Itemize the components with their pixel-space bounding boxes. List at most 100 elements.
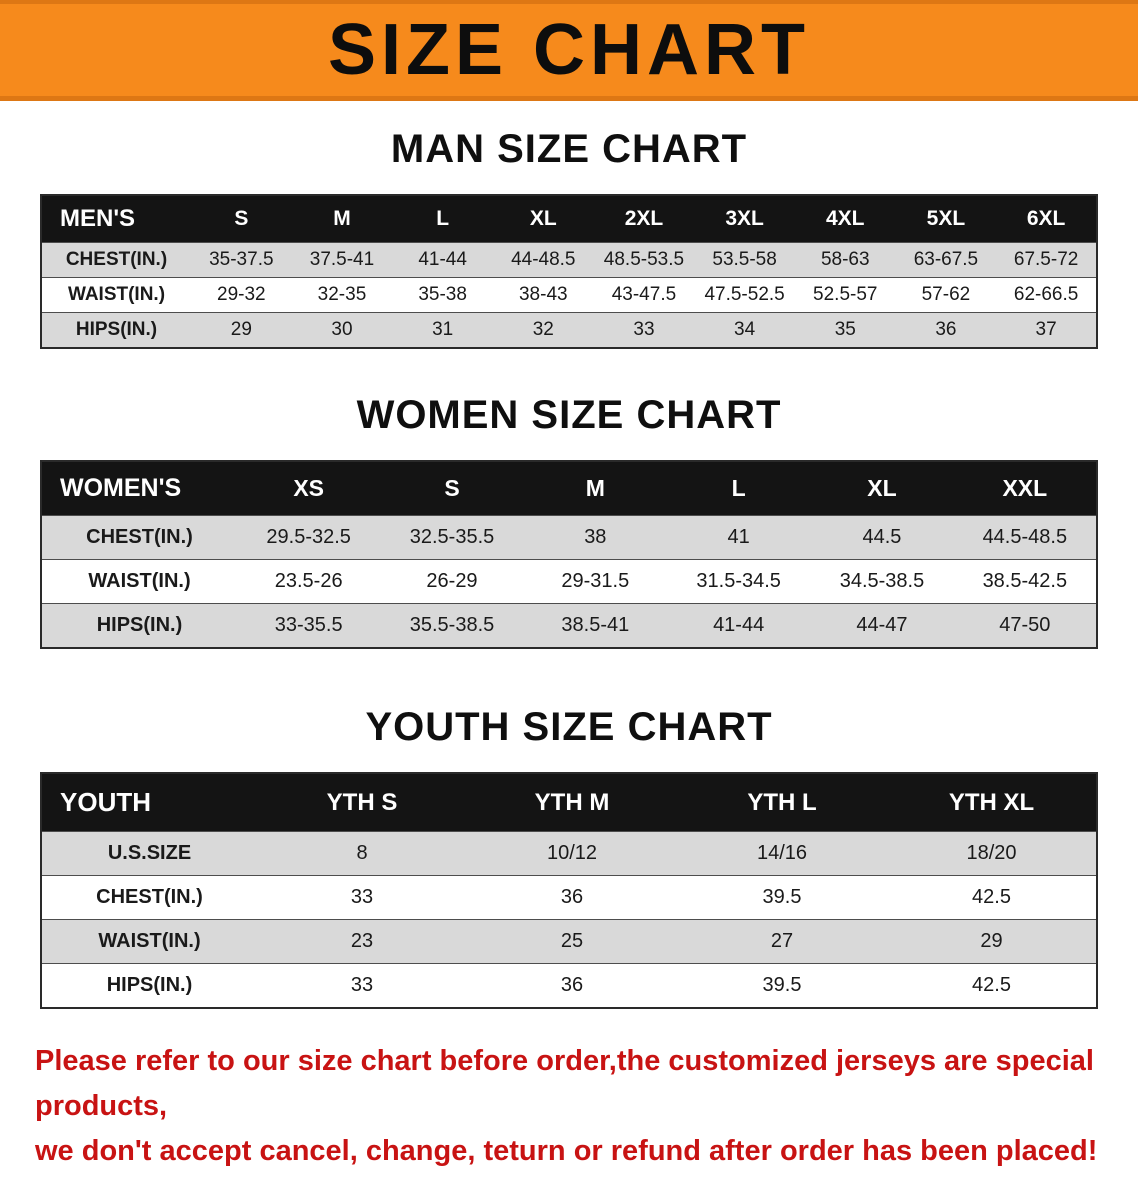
row-label: CHEST(IN.) [41, 515, 237, 560]
size-value: 41 [666, 515, 811, 560]
size-value: 41-44 [392, 242, 493, 278]
youth-section-heading: YOUTH SIZE CHART [365, 705, 773, 749]
women-size-column-header: XXL [953, 461, 1097, 516]
women-header-row: WOMEN'S XS S M L XL XXL [41, 461, 1097, 516]
youth-size-column-header: YTH M [467, 773, 677, 832]
men-size-column-header: 2XL [593, 195, 695, 243]
size-value: 43-47.5 [593, 277, 695, 313]
size-value: 58-63 [794, 242, 896, 278]
size-value: 52.5-57 [794, 277, 896, 313]
size-value: 32 [492, 312, 594, 348]
size-value: 32-35 [291, 277, 393, 313]
men-header-row: MEN'S S M L XL 2XL 3XL 4XL 5XL 6XL [41, 195, 1097, 243]
men-section-heading: MAN SIZE CHART [390, 127, 748, 171]
size-value: 27 [677, 919, 887, 964]
size-value: 35 [794, 312, 896, 348]
youth-size-column-header: YTH S [257, 773, 467, 832]
size-value: 29-32 [191, 277, 292, 313]
size-value: 8 [257, 831, 467, 876]
size-value: 67.5-72 [996, 242, 1097, 278]
size-value: 29 [887, 919, 1097, 964]
size-value: 62-66.5 [996, 277, 1097, 313]
men-size-column-header: 4XL [794, 195, 896, 243]
size-value: 39.5 [677, 963, 887, 1008]
row-label: CHEST(IN.) [41, 242, 191, 278]
size-value: 44.5 [810, 515, 954, 560]
size-value: 35-37.5 [191, 242, 292, 278]
size-value: 33 [593, 312, 695, 348]
size-value: 30 [291, 312, 393, 348]
size-value: 37.5-41 [291, 242, 393, 278]
order-notice-line-2: we don't accept cancel, change, teturn o… [35, 1134, 1098, 1167]
women-size-column-header: XS [237, 461, 381, 516]
size-value: 35.5-38.5 [380, 603, 524, 648]
women-size-column-header: M [523, 461, 667, 516]
size-value: 38 [523, 515, 667, 560]
men-size-table: MEN'S S M L XL 2XL 3XL 4XL 5XL 6XL CHEST(IN.) 35-37… [40, 194, 1098, 349]
table-row: WAIST(IN.) 29-32 32-35 35-38 38-43 43-47.5 47.… [41, 277, 1097, 313]
size-value: 48.5-53.5 [593, 242, 695, 278]
table-row: U.S.SIZE 8 10/12 14/16 18/20 [41, 831, 1097, 876]
men-size-column-header: M [291, 195, 393, 243]
table-row: HIPS(IN.) 29 30 31 32 33 34 35 36 37 [41, 312, 1097, 348]
page-title: SIZE CHART [328, 10, 810, 90]
size-value: 57-62 [895, 277, 997, 313]
youth-header-row: YOUTH YTH S YTH M YTH L YTH XL [41, 773, 1097, 832]
table-row: CHEST(IN.) 33 36 39.5 42.5 [41, 875, 1097, 920]
size-value: 63-67.5 [895, 242, 997, 278]
table-row: WAIST(IN.) 23.5-26 26-29 29-31.5 31.5-34.5 34… [41, 559, 1097, 604]
banner: SIZE CHART [0, 0, 1138, 101]
size-value: 47-50 [953, 603, 1097, 648]
size-value: 29-31.5 [523, 559, 667, 604]
size-value: 39.5 [677, 875, 887, 920]
size-value: 38-43 [492, 277, 594, 313]
size-value: 44-47 [810, 603, 954, 648]
size-value: 23 [257, 919, 467, 964]
men-section: MAN SIZE CHART MEN'S S M L XL 2XL 3XL 4XL 5XL 6XL… [0, 127, 1138, 349]
size-value: 38.5-42.5 [953, 559, 1097, 604]
size-value: 41-44 [666, 603, 811, 648]
size-value: 29.5-32.5 [237, 515, 381, 560]
row-label: HIPS(IN.) [41, 603, 237, 648]
size-value: 38.5-41 [523, 603, 667, 648]
table-row: WAIST(IN.) 23 25 27 29 [41, 919, 1097, 964]
size-value: 33 [257, 875, 467, 920]
size-value: 10/12 [467, 831, 677, 876]
row-label: HIPS(IN.) [41, 312, 191, 348]
row-label: WAIST(IN.) [41, 919, 257, 964]
men-size-column-header: XL [492, 195, 594, 243]
size-value: 34 [694, 312, 795, 348]
size-value: 44.5-48.5 [953, 515, 1097, 560]
women-section-heading: WOMEN SIZE CHART [356, 393, 782, 437]
size-value: 47.5-52.5 [694, 277, 795, 313]
size-value: 34.5-38.5 [810, 559, 954, 604]
size-value: 35-38 [392, 277, 493, 313]
men-size-column-header: 3XL [694, 195, 795, 243]
size-value: 44-48.5 [492, 242, 594, 278]
size-value: 53.5-58 [694, 242, 795, 278]
men-size-column-header: 6XL [996, 195, 1097, 243]
order-notice: Please refer to our size chart before or… [35, 1039, 1103, 1188]
row-label: CHEST(IN.) [41, 875, 257, 920]
youth-table-title: YOUTH [41, 773, 257, 832]
size-value: 42.5 [887, 875, 1097, 920]
size-value: 23.5-26 [237, 559, 381, 604]
table-row: CHEST(IN.) 35-37.5 37.5-41 41-44 44-48.5 48.5… [41, 242, 1097, 278]
men-size-column-header: L [392, 195, 493, 243]
youth-size-column-header: YTH XL [887, 773, 1097, 832]
youth-section: YOUTH SIZE CHART YOUTH YTH S YTH M YTH L YTH… [0, 705, 1138, 1009]
table-row: HIPS(IN.) 33-35.5 35.5-38.5 38.5-41 41-44 44-… [41, 603, 1097, 648]
size-value: 14/16 [677, 831, 887, 876]
row-label: WAIST(IN.) [41, 277, 191, 313]
youth-size-table: YOUTH YTH S YTH M YTH L YTH XL U.S.SIZE 8 10/12… [40, 772, 1098, 1009]
size-value: 25 [467, 919, 677, 964]
size-value: 33 [257, 963, 467, 1008]
size-value: 42.5 [887, 963, 1097, 1008]
size-value: 29 [191, 312, 292, 348]
row-label: WAIST(IN.) [41, 559, 237, 604]
men-size-column-header: 5XL [895, 195, 997, 243]
row-label: HIPS(IN.) [41, 963, 257, 1008]
table-row: HIPS(IN.) 33 36 39.5 42.5 [41, 963, 1097, 1008]
size-value: 37 [996, 312, 1097, 348]
